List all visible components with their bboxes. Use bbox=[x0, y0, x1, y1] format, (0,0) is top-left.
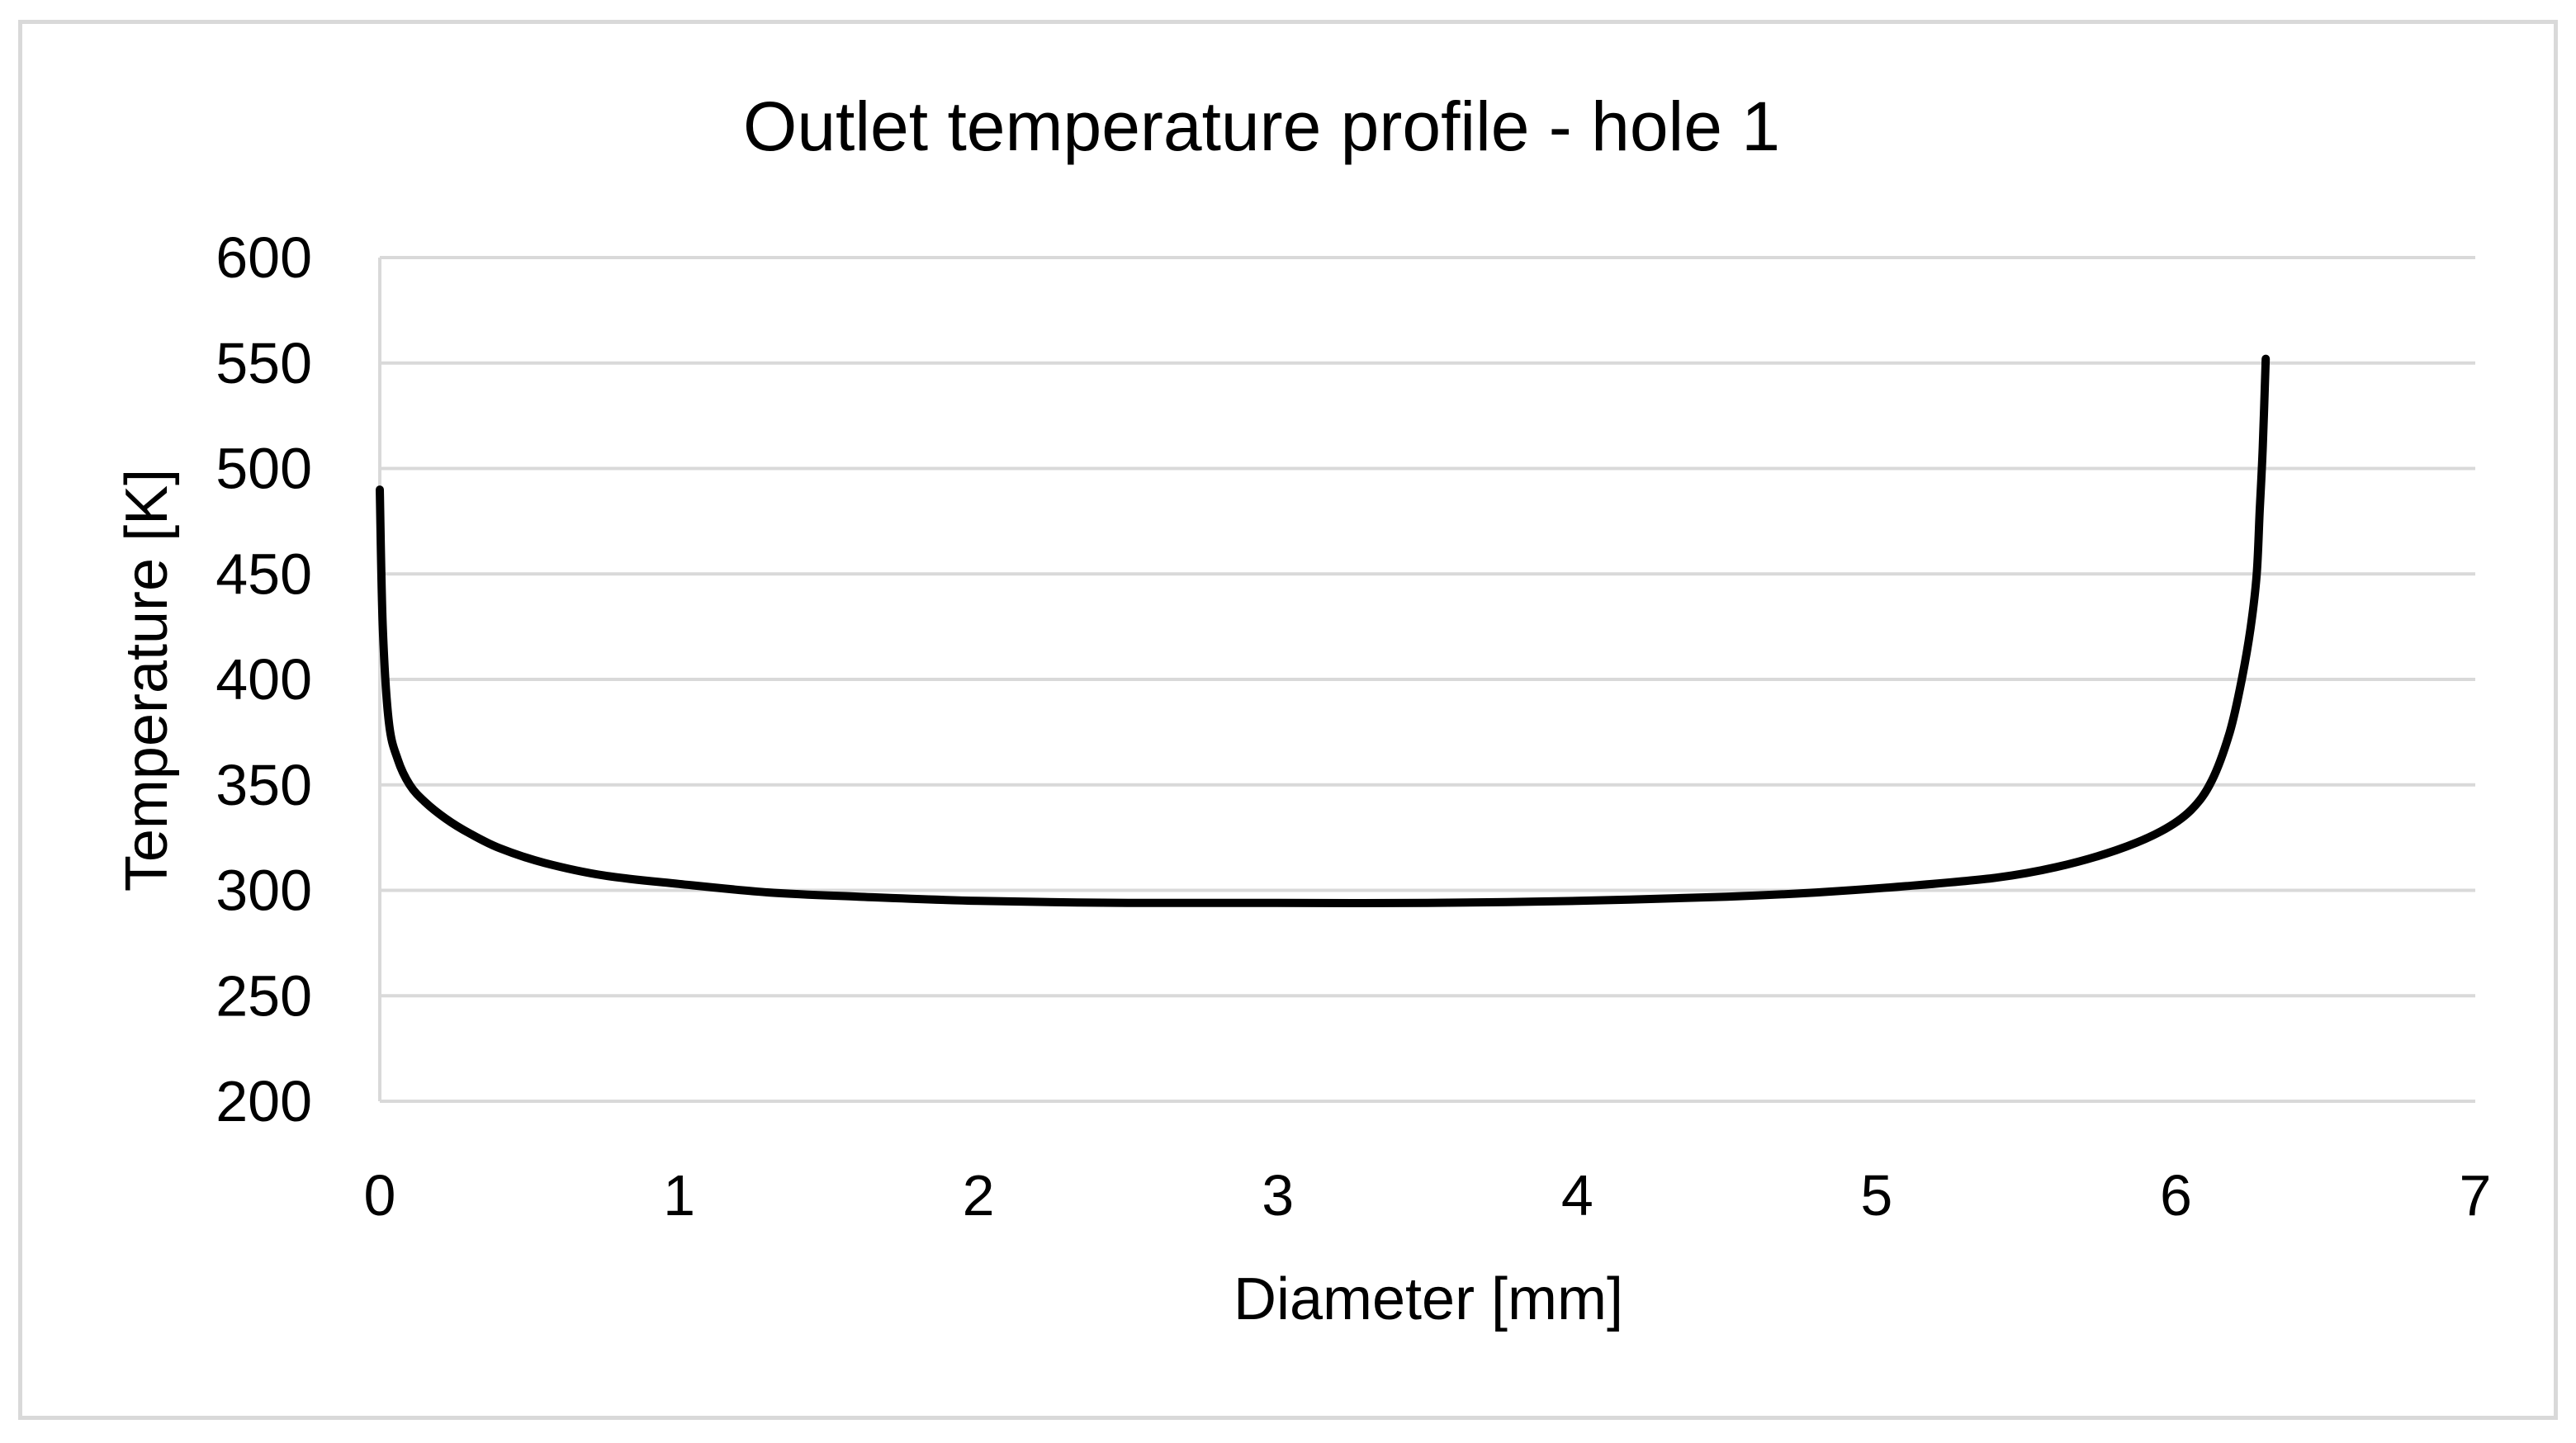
tick-labels: 200 250 300 350 400 450 500 550 600 0 1 2 3 4 5 6 7 bbox=[215, 225, 2491, 1228]
y-axis-title: Temperature [K] bbox=[114, 469, 180, 892]
series-line bbox=[376, 354, 2271, 908]
y-tick-label: 450 bbox=[215, 542, 312, 606]
chart-frame bbox=[18, 20, 2558, 1420]
x-tick-label: 3 bbox=[1262, 1163, 1294, 1228]
y-tick-label: 550 bbox=[215, 331, 312, 395]
x-axis-title: Diameter [mm] bbox=[1234, 1266, 1623, 1332]
x-tick-label: 1 bbox=[663, 1163, 695, 1228]
y-tick-label: 200 bbox=[215, 1069, 312, 1133]
x-tick-label: 2 bbox=[963, 1163, 995, 1228]
x-tick-label: 7 bbox=[2460, 1163, 2492, 1228]
y-tick-label: 250 bbox=[215, 963, 312, 1028]
y-tick-label: 600 bbox=[215, 225, 312, 290]
y-tick-label: 400 bbox=[215, 647, 312, 712]
x-tick-label: 5 bbox=[1860, 1163, 1892, 1228]
y-tick-label: 350 bbox=[215, 753, 312, 817]
y-tick-label: 300 bbox=[215, 859, 312, 923]
x-tick-label: 4 bbox=[1561, 1163, 1593, 1228]
chart-title: Outlet temperature profile - hole 1 bbox=[743, 88, 1780, 165]
x-tick-label: 6 bbox=[2160, 1163, 2192, 1228]
gridlines bbox=[378, 256, 2475, 1103]
x-tick-label: 0 bbox=[364, 1163, 396, 1228]
plot-area bbox=[376, 354, 2271, 908]
y-tick-label: 500 bbox=[215, 437, 312, 501]
